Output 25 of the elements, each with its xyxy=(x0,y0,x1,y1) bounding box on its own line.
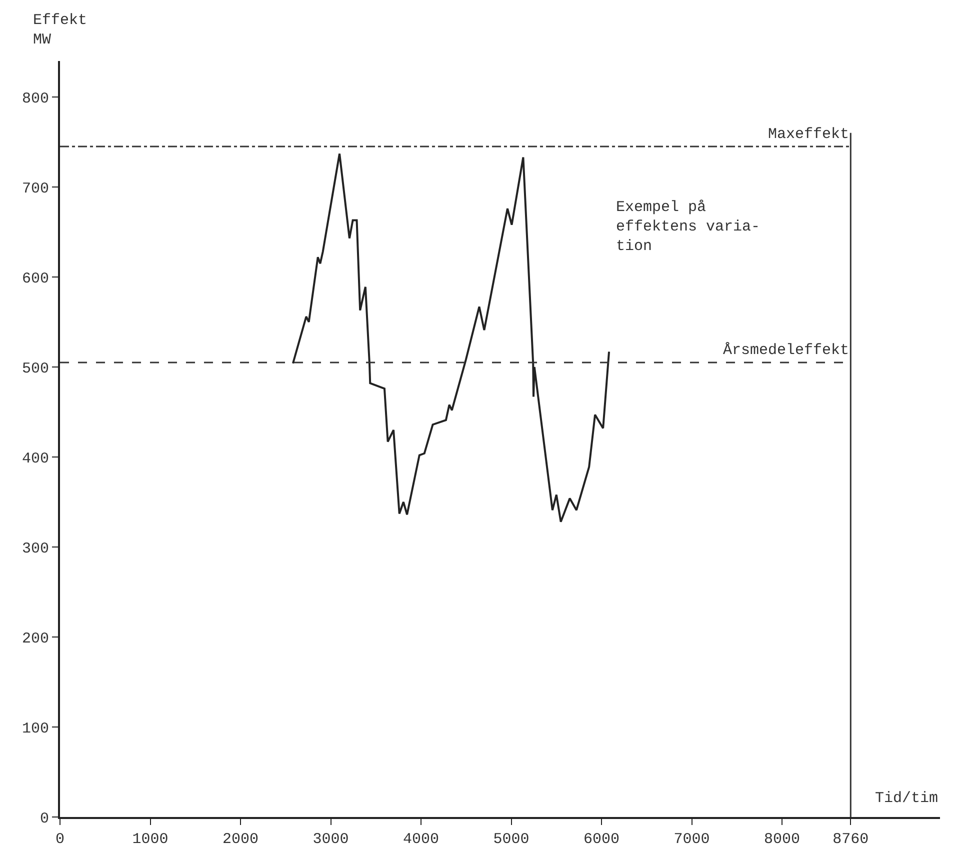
y-tick-label: 400 xyxy=(22,450,49,468)
y-axis-title: Effekt MW xyxy=(33,12,88,48)
x-tick-label: 3000 xyxy=(312,831,349,848)
x-tick-label: 1000 xyxy=(132,831,168,848)
y-tick-label: 200 xyxy=(22,630,49,648)
y-tick-label: 700 xyxy=(22,180,49,198)
x-tick-label: 4000 xyxy=(403,831,440,848)
x-tick-label: 8000 xyxy=(764,831,800,848)
y-tick-label: 0 xyxy=(40,810,49,828)
x-tick-label: 0 xyxy=(55,831,65,848)
x-tick-label: 2000 xyxy=(222,831,259,848)
ref-line-label: Maxeffekt xyxy=(768,126,850,143)
x-axis-title: Tid/tim xyxy=(875,790,938,807)
x-tick-label: 5000 xyxy=(493,831,530,848)
y-tick-label: 500 xyxy=(22,360,49,378)
line-series xyxy=(292,152,610,523)
annotation: Exempel på effektens varia- tion xyxy=(616,199,760,255)
y-tick-label: 100 xyxy=(22,720,49,738)
x-tick-label: 6000 xyxy=(584,831,620,848)
ref-line-label: Årsmedeleffekt xyxy=(723,342,850,359)
y-tick-label: 800 xyxy=(22,90,49,108)
y-tick-label: 300 xyxy=(22,540,49,558)
y-tick-label: 600 xyxy=(22,270,49,288)
x-tick-label: 7000 xyxy=(674,831,710,848)
x-tick-label: 8760 xyxy=(832,831,869,848)
